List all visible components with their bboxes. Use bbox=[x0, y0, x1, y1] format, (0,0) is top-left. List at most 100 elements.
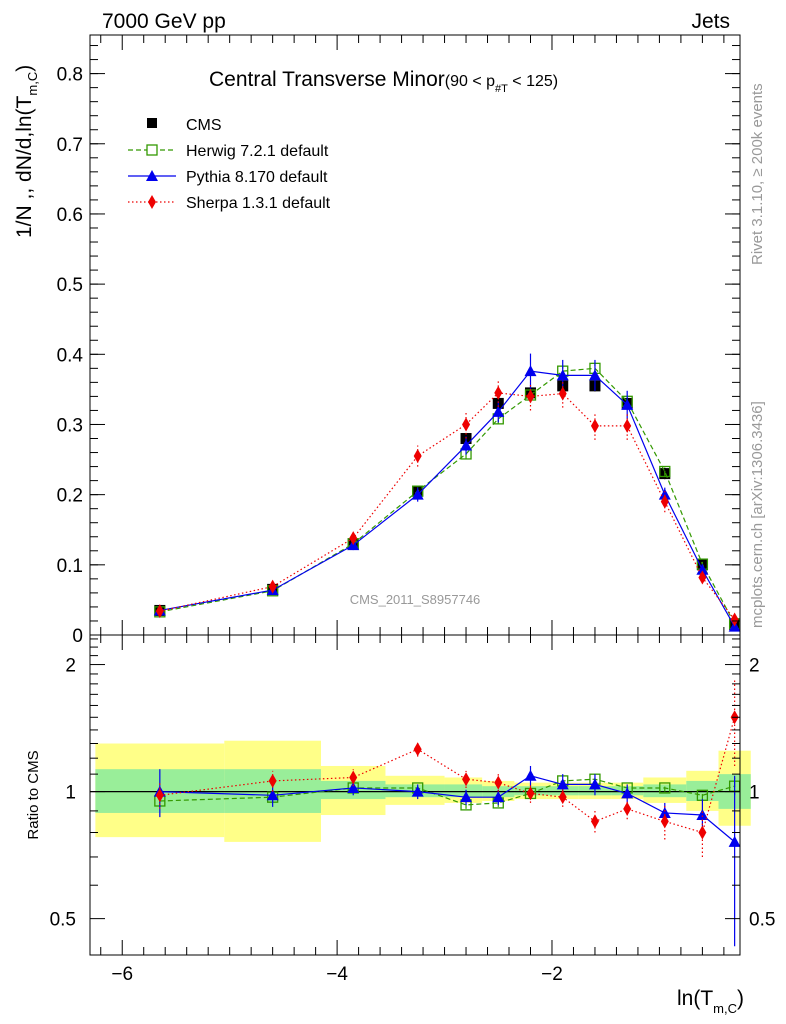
ratio-point-sherpa bbox=[494, 775, 503, 790]
main-y-axis-label: 1/N ,, dN/d,ln(Tm,C) bbox=[13, 65, 40, 238]
ratio-point-sherpa bbox=[623, 801, 632, 816]
mcplots-label: mcplots.cern.ch [arXiv:1306.3436] bbox=[749, 401, 766, 628]
main-y-tick-label: 0.3 bbox=[57, 415, 83, 436]
analysis-watermark: CMS_2011_S8957746 bbox=[350, 592, 481, 607]
main-y-tick-label: 0.2 bbox=[57, 486, 83, 507]
main-point-pythia bbox=[696, 563, 709, 575]
ratio-point-pythia bbox=[524, 769, 537, 781]
main-point-sherpa bbox=[623, 418, 632, 433]
ratio-plot-area bbox=[90, 678, 751, 947]
legend-item-pythia: Pythia 8.170 default bbox=[128, 169, 328, 186]
ratio-point-pythia bbox=[696, 809, 709, 821]
legend-marker-sherpa bbox=[148, 195, 156, 209]
main-point-pythia bbox=[658, 488, 671, 500]
x-tick-label: −4 bbox=[326, 964, 348, 985]
ratio-point-pythia bbox=[492, 791, 505, 803]
main-y-tick-label: 0.7 bbox=[57, 135, 83, 156]
rivet-label: Rivet 3.1.10, ≥ 200k events bbox=[749, 83, 766, 265]
ratio-point-sherpa bbox=[155, 788, 164, 803]
legend-label-pythia: Pythia 8.170 default bbox=[186, 169, 328, 186]
main-line-pythia bbox=[159, 370, 736, 627]
ratio-point-sherpa bbox=[413, 742, 422, 757]
main-point-sherpa bbox=[660, 494, 669, 509]
ratio-point-sherpa bbox=[526, 786, 535, 801]
legend-label-sherpa: Sherpa 1.3.1 default bbox=[186, 195, 331, 212]
ratio-axes: 0.5 0.5 1 1 2 2 −6 −4 −2 bbox=[50, 635, 775, 985]
main-point-sherpa bbox=[155, 604, 164, 619]
legend-marker-cms bbox=[147, 118, 157, 128]
main-y-tick-label: 0.8 bbox=[57, 65, 83, 86]
main-point-pythia bbox=[411, 488, 424, 500]
main-point-sherpa bbox=[349, 531, 358, 546]
main-y-tick-label: 0.1 bbox=[57, 556, 83, 577]
ratio-y-tick-label-right: 2 bbox=[749, 656, 760, 677]
ratio-y-tick-label-right: 0.5 bbox=[749, 910, 775, 931]
main-point-sherpa bbox=[494, 385, 503, 400]
main-point-sherpa bbox=[462, 417, 471, 432]
x-tick-label: −6 bbox=[111, 964, 133, 985]
main-point-pythia bbox=[556, 369, 569, 381]
main-panel: 0 0.1 0.2 0.3 0.4 0.5 0.6 0.7 0.8 1/N ,, dN/d,ln… bbox=[13, 34, 741, 647]
main-point-sherpa bbox=[698, 570, 707, 585]
main-y-tick-label: 0.4 bbox=[57, 345, 84, 366]
legend-label-cms: CMS bbox=[186, 117, 222, 134]
legend-marker-pythia bbox=[146, 170, 158, 181]
ratio-point-sherpa bbox=[268, 773, 277, 788]
legend-item-herwig: Herwig 7.2.1 default bbox=[128, 143, 329, 160]
chart-title: Central Transverse Minor(90 < p#T < 125) bbox=[209, 68, 558, 95]
ratio-point-pythia bbox=[460, 791, 473, 803]
legend: CMS Herwig 7.2.1 default Pythia 8.170 de… bbox=[128, 117, 331, 212]
ratio-y-tick-label: 1 bbox=[65, 783, 76, 804]
ratio-frame bbox=[89, 634, 741, 956]
main-point-pythia bbox=[621, 398, 634, 410]
main-point-sherpa bbox=[558, 386, 567, 401]
main-point-sherpa bbox=[413, 449, 422, 464]
main-point-sherpa bbox=[730, 612, 739, 627]
ratio-point-sherpa bbox=[349, 770, 358, 785]
ratio-point-pythia bbox=[728, 835, 741, 847]
main-point-pythia bbox=[588, 369, 601, 381]
process-label: Jets bbox=[691, 10, 730, 33]
main-point-sherpa bbox=[526, 389, 535, 404]
main-y-tick-label: 0.5 bbox=[57, 275, 83, 296]
legend-label-herwig: Herwig 7.2.1 default bbox=[186, 143, 329, 160]
ratio-band-inner bbox=[444, 784, 483, 798]
main-line-sherpa bbox=[159, 392, 736, 620]
ratio-y-tick-label-right: 1 bbox=[749, 783, 760, 804]
ratio-y-axis-label: Ratio to CMS bbox=[25, 750, 42, 839]
ratio-point-pythia bbox=[556, 778, 569, 790]
main-point-sherpa bbox=[590, 418, 599, 433]
ratio-band-inner bbox=[686, 780, 719, 801]
ratio-y-tick-label: 0.5 bbox=[50, 910, 76, 931]
x-tick-label: −2 bbox=[541, 964, 563, 985]
ratio-point-pythia bbox=[266, 789, 279, 801]
main-point-pythia bbox=[524, 365, 537, 377]
legend-item-cms: CMS bbox=[147, 117, 222, 134]
ratio-point-sherpa bbox=[660, 814, 669, 829]
ratio-point-herwig bbox=[659, 782, 671, 794]
ratio-point-sherpa bbox=[558, 790, 567, 805]
ratio-point-pythia bbox=[588, 778, 601, 790]
ratio-point-pythia bbox=[621, 787, 634, 799]
main-point-sherpa bbox=[268, 579, 277, 594]
ratio-point-sherpa bbox=[698, 825, 707, 840]
main-y-tick-label: 0.6 bbox=[57, 205, 83, 226]
main-y-tick-label: 0 bbox=[72, 626, 83, 647]
main-point-pythia bbox=[460, 439, 473, 451]
ratio-point-pythia bbox=[347, 781, 360, 793]
main-plot-area bbox=[153, 353, 741, 632]
main-line-herwig bbox=[159, 367, 736, 625]
main-y-axis: 0 0.1 0.2 0.3 0.4 0.5 0.6 0.7 0.8 bbox=[57, 35, 740, 647]
main-point-pythia bbox=[492, 405, 505, 417]
ratio-point-sherpa bbox=[462, 772, 471, 787]
ratio-point-sherpa bbox=[590, 814, 599, 829]
main-point-herwig bbox=[659, 465, 671, 478]
ratio-point-pythia bbox=[658, 806, 671, 818]
legend-item-sherpa: Sherpa 1.3.1 default bbox=[128, 195, 331, 212]
ratio-panel: 0.5 0.5 1 1 2 2 −6 −4 −2 Ratio to CMS ln(Tm,C) bbox=[25, 634, 775, 1016]
legend-marker-herwig bbox=[146, 144, 158, 156]
x-axis-label: ln(Tm,C) bbox=[677, 987, 744, 1016]
ratio-point-pythia bbox=[411, 785, 424, 797]
energy-label: 7000 GeV pp bbox=[102, 10, 226, 33]
